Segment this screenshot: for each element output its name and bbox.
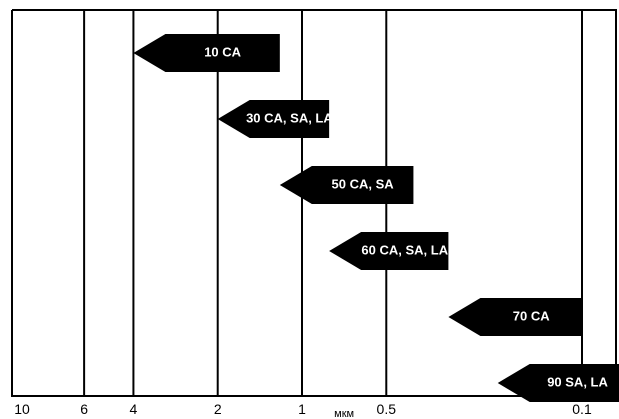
bar: 30 CA, SA, LA xyxy=(217,100,333,138)
bars: 10 CA 30 CA, SA, LA 50 CA, SA 60 CA, SA, LA… xyxy=(133,34,619,402)
bar-label: 90 SA, LA xyxy=(547,374,608,389)
x-axis-unit-label: мкм xyxy=(334,408,354,419)
x-tick-label: 1 xyxy=(298,401,306,417)
x-tick-label: 2 xyxy=(214,401,222,417)
bar-arrow xyxy=(279,166,414,204)
bar-label: 10 CA xyxy=(204,44,241,59)
bar-arrow xyxy=(497,364,619,402)
bar-label: 60 CA, SA, LA xyxy=(361,242,448,257)
bar: 10 CA xyxy=(133,34,280,72)
x-axis: 10 6 4 2 1 0.5 0.1 мкм xyxy=(14,401,592,419)
bar-arrow xyxy=(329,232,449,270)
bar: 90 SA, LA xyxy=(497,364,619,402)
bar-label: 70 CA xyxy=(513,308,550,323)
bar: 70 CA xyxy=(448,298,582,336)
x-tick-label: 4 xyxy=(130,401,138,417)
bar-arrow xyxy=(448,298,582,336)
bar-arrow xyxy=(217,100,330,138)
bar-label: 30 CA, SA, LA xyxy=(246,110,333,125)
bar-label: 50 CA, SA xyxy=(332,176,395,191)
x-tick-label: 0.5 xyxy=(377,401,397,417)
x-tick-label: 0.1 xyxy=(572,401,592,417)
bar: 60 CA, SA, LA xyxy=(329,232,449,270)
bar-arrow xyxy=(133,34,280,72)
bar: 50 CA, SA xyxy=(279,166,414,204)
x-tick-label: 6 xyxy=(80,401,88,417)
x-tick-label: 10 xyxy=(14,401,30,417)
